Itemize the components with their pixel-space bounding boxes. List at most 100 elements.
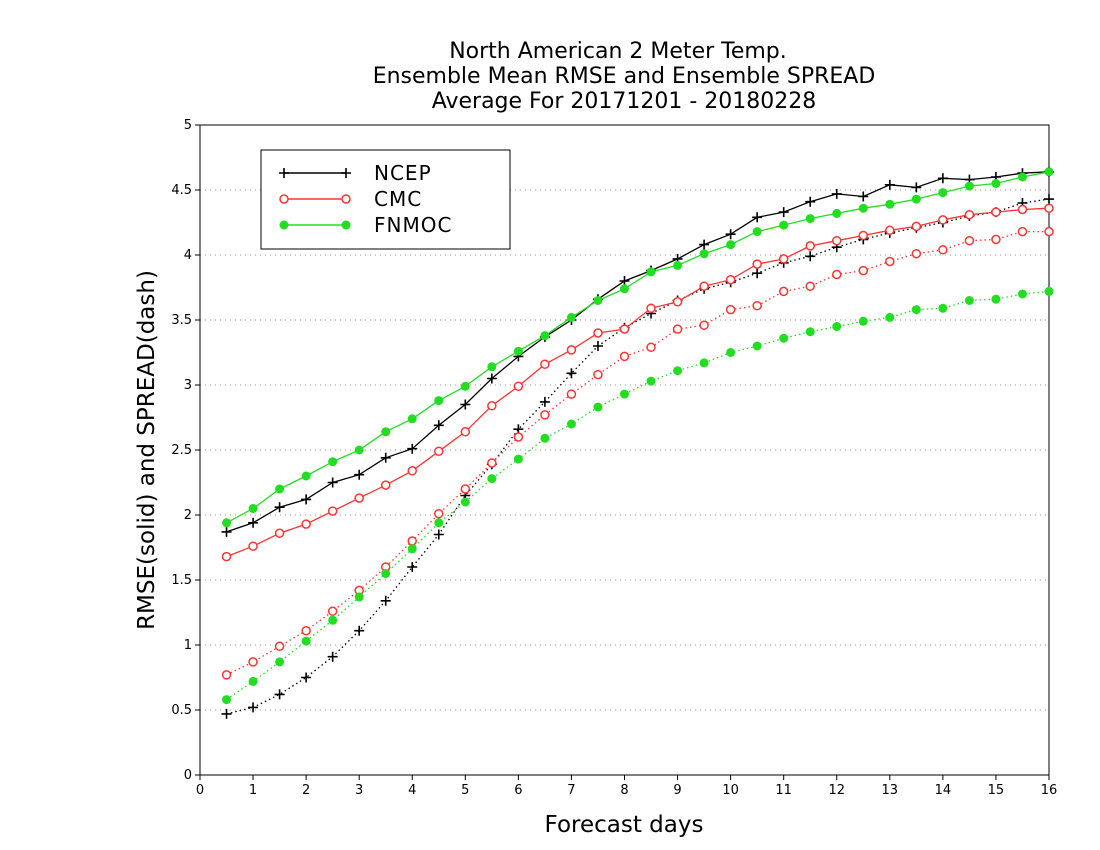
cmc-spread-point <box>832 269 842 280</box>
fnmoc-spread-point <box>1017 289 1027 299</box>
fnmoc-spread-point <box>911 305 921 315</box>
fnmoc-spread-point <box>354 592 364 602</box>
cmc-rmse-point <box>301 519 311 529</box>
ncep-spread-point <box>354 625 365 636</box>
ncep-spread-point <box>221 708 232 719</box>
legend-marker <box>341 220 351 230</box>
ncep-rmse-point <box>460 399 471 410</box>
fnmoc-spread-point <box>328 615 338 625</box>
x-axis-title: Forecast days <box>545 812 704 838</box>
fnmoc-spread-point <box>964 296 974 305</box>
cmc-spread-point <box>991 234 1001 245</box>
fnmoc-rmse-point <box>858 203 868 213</box>
fnmoc-spread-point <box>805 327 815 337</box>
x-tick-label: 0 <box>196 783 204 798</box>
cmc-rmse-point <box>858 230 869 241</box>
fnmoc-rmse-point <box>328 457 338 467</box>
cmc-rmse-point <box>778 254 789 264</box>
x-tick-label: 3 <box>355 783 363 798</box>
fnmoc-spread-point <box>381 569 391 578</box>
fnmoc-spread-point <box>513 454 523 464</box>
cmc-spread-point <box>672 324 683 334</box>
cmc-rmse-point <box>1044 203 1054 213</box>
fnmoc-spread-point <box>938 303 948 313</box>
fnmoc-rmse-point <box>726 240 736 250</box>
ncep-rmse-point <box>486 373 497 384</box>
ncep-rmse-point <box>380 452 391 463</box>
legend-entry-cmc: CMC <box>279 187 421 211</box>
ncep-rmse-point <box>699 239 710 250</box>
cmc-rmse-point <box>646 303 656 314</box>
ncep-spread-point <box>380 595 391 606</box>
fnmoc-spread-point <box>832 322 842 331</box>
legend-marker <box>341 194 351 204</box>
ncep-spread-point <box>274 689 285 700</box>
cmc-spread-point <box>725 304 736 315</box>
cmc-rmse-point <box>513 381 524 392</box>
fnmoc-spread-series <box>222 286 1054 705</box>
ncep-rmse-point <box>858 191 869 202</box>
fnmoc-rmse-point <box>434 396 444 406</box>
fnmoc-rmse-point <box>566 312 576 322</box>
cmc-spread-point <box>805 281 815 291</box>
y-tick-label: 5 <box>184 118 192 133</box>
ncep-rmse-point <box>354 469 365 480</box>
cmc-rmse-point <box>566 345 577 355</box>
ncep-rmse-point <box>248 517 259 528</box>
x-tick-label: 7 <box>567 783 575 798</box>
ncep-rmse-point <box>301 494 312 505</box>
cmc-spread-point <box>778 286 789 297</box>
fnmoc-rmse-point <box>620 284 629 294</box>
fnmoc-rmse-point <box>673 260 683 270</box>
fnmoc-rmse-point <box>540 331 550 341</box>
ncep-spread-point <box>805 251 816 262</box>
fnmoc-rmse-point <box>1044 167 1054 177</box>
fnmoc-rmse-point <box>513 346 523 356</box>
fnmoc-rmse-point <box>805 214 815 224</box>
ncep-spread-point <box>248 702 259 713</box>
fnmoc-spread-point <box>487 474 497 484</box>
ncep-rmse-point <box>725 229 736 240</box>
fnmoc-spread-point <box>752 341 762 351</box>
cmc-spread-point <box>248 657 258 667</box>
y-tick-label: 2 <box>184 508 192 523</box>
legend-entry-fnmoc: FNMOC <box>279 213 452 237</box>
fnmoc-spread-point <box>779 333 789 343</box>
fnmoc-spread-point <box>540 433 550 443</box>
chart-title-line-2: Ensemble Mean RMSE and Ensemble SPREAD <box>373 64 876 89</box>
fnmoc-rmse-point <box>593 296 603 305</box>
chart-title-line-1: North American 2 Meter Temp. <box>449 39 787 64</box>
fnmoc-rmse-point <box>487 362 497 372</box>
x-tick-label: 13 <box>882 783 899 798</box>
fnmoc-rmse-point <box>885 199 895 209</box>
x-tick-label: 14 <box>935 783 952 798</box>
cmc-spread-point <box>513 432 524 442</box>
fnmoc-spread-point <box>673 366 683 376</box>
ncep-rmse-point <box>433 420 444 431</box>
fnmoc-spread-point <box>646 376 656 386</box>
cmc-rmse-point <box>672 297 683 307</box>
y-tick-label: 4.5 <box>171 183 192 198</box>
cmc-rmse-point <box>938 215 948 225</box>
fnmoc-rmse-point <box>407 414 417 424</box>
ncep-spread-point <box>301 672 312 683</box>
y-tick-label: 3.5 <box>171 313 192 328</box>
cmc-rmse-point <box>380 480 391 490</box>
x-tick-label: 6 <box>514 783 522 798</box>
x-tick-label: 9 <box>673 783 681 798</box>
fnmoc-spread-point <box>301 636 311 646</box>
legend-label: FNMOC <box>374 213 452 237</box>
fnmoc-rmse-point <box>354 445 364 455</box>
fnmoc-rmse-point <box>222 518 232 528</box>
cmc-rmse-point <box>354 493 364 503</box>
fnmoc-spread-point <box>407 544 417 554</box>
ncep-spread-point <box>752 268 763 279</box>
fnmoc-spread-point <box>885 312 895 322</box>
legend-marker <box>279 220 289 230</box>
y-tick-label: 0 <box>184 768 192 783</box>
cmc-spread-point <box>911 248 922 259</box>
x-tick-label: 5 <box>461 783 469 798</box>
fnmoc-rmse-point <box>699 249 709 259</box>
cmc-spread-point <box>407 536 417 546</box>
